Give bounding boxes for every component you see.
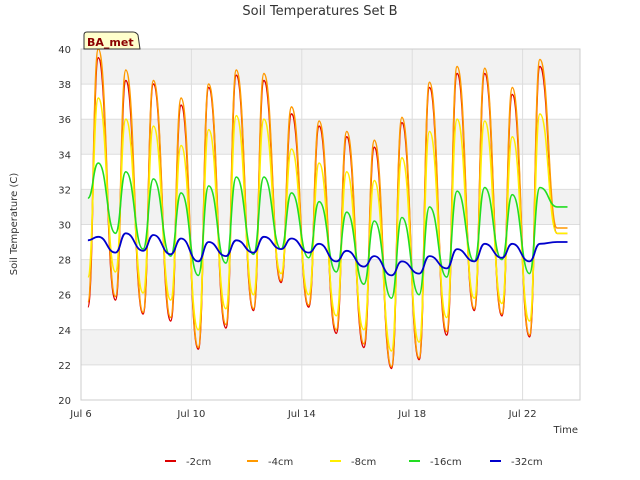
chart-title: Soil Temperatures Set B [242, 4, 397, 19]
y-tick-label: 38 [58, 80, 71, 91]
site-annotation: BA_met [83, 31, 141, 50]
y-axis-title: Soil Temperature (C) [9, 173, 20, 276]
series-layer [87, 48, 568, 370]
y-tick-label: 26 [58, 291, 71, 302]
y-tick-label: 24 [58, 326, 71, 337]
plot-band [81, 189, 580, 225]
plot-area-frame [80, 48, 581, 401]
x-tick-label: Jul 6 [69, 409, 92, 420]
annotation-text: BA_met [87, 36, 134, 49]
legend-label: -8cm [351, 457, 376, 468]
plot-band [81, 119, 580, 155]
x-tick-label: Jul 18 [397, 409, 426, 420]
legend-label: -16cm [430, 457, 462, 468]
x-tick-label: Jul 10 [176, 409, 205, 420]
y-tick-labels: 20 22 24 26 28 30 32 34 36 38 40 [58, 45, 71, 407]
y-tick-label: 34 [58, 150, 71, 161]
y-tick-label: 40 [58, 45, 71, 56]
legend: -2cm -4cm -8cm -16cm -32cm [165, 457, 543, 468]
plot-bands [81, 49, 580, 365]
legend-label: -2cm [186, 457, 211, 468]
x-axis-title: Time [553, 425, 578, 436]
series-line-minus-32cm [87, 232, 568, 277]
series-line-minus-16cm [87, 162, 568, 299]
legend-label: -32cm [511, 457, 543, 468]
y-tick-label: 32 [58, 185, 71, 196]
x-tick-labels: Jul 6 Jul 10 Jul 14 Jul 18 Jul 22 [69, 409, 536, 420]
y-tick-label: 20 [58, 396, 71, 407]
y-tick-label: 22 [58, 361, 71, 372]
y-tick-label: 28 [58, 256, 71, 267]
plot-band [81, 49, 580, 85]
plot-band [81, 329, 580, 365]
y-tick-label: 36 [58, 115, 71, 126]
x-tick-label: Jul 14 [287, 409, 316, 420]
annotation-box [83, 31, 141, 50]
series-line-minus-8cm [87, 97, 568, 352]
legend-label: -4cm [268, 457, 293, 468]
y-tick-label: 30 [58, 221, 71, 232]
x-tick-label: Jul 22 [508, 409, 537, 420]
